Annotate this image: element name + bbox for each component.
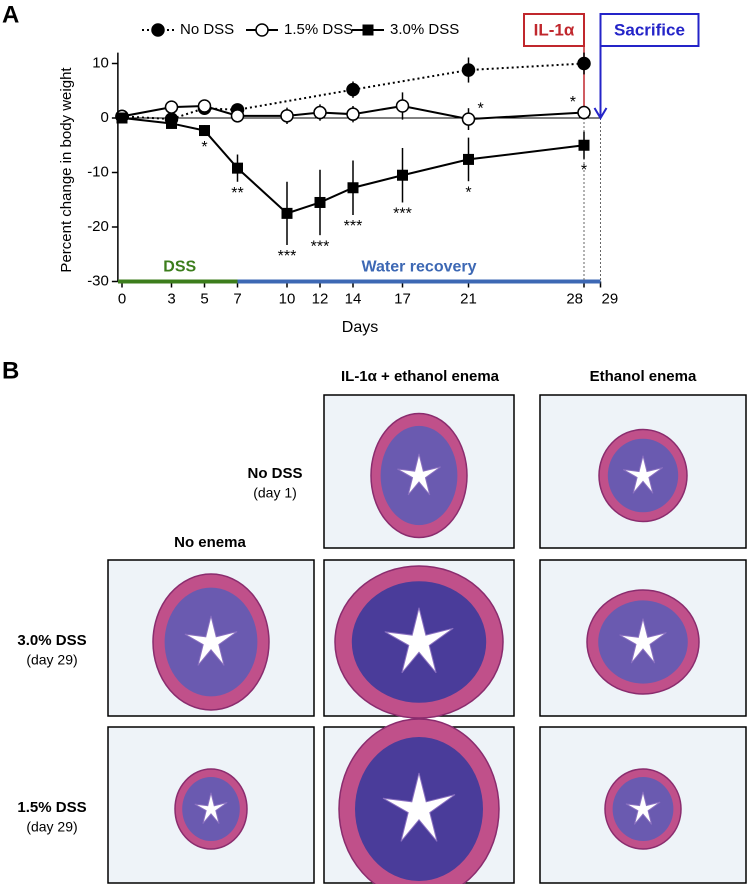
y-axis-label: Percent change in body weight	[58, 67, 75, 273]
legend-marker	[362, 24, 374, 36]
x-tick-label: 3	[167, 290, 175, 307]
y-tick-label: -20	[87, 218, 109, 235]
series: *****************	[116, 112, 590, 265]
event-arrowhead	[593, 107, 608, 120]
series-line	[121, 104, 585, 121]
data-point	[577, 56, 591, 71]
significance-label: *	[570, 94, 576, 111]
series: * *	[115, 92, 591, 130]
y-tick-label: -10	[87, 163, 109, 180]
data-point	[313, 105, 327, 120]
data-point	[397, 169, 408, 181]
row-sublabel: (day 1)	[253, 485, 297, 501]
significance-label: *	[478, 100, 484, 117]
data-point	[395, 99, 410, 113]
x-tick-label: 21	[460, 290, 477, 307]
event-box	[599, 13, 700, 47]
significance-label: ***	[393, 206, 412, 223]
panel-label: A	[2, 1, 19, 28]
data-point	[281, 207, 293, 219]
data-point	[461, 112, 476, 126]
x-tick-label: 17	[394, 290, 411, 307]
data-point	[280, 109, 294, 123]
x-tick-label: 29	[602, 290, 619, 307]
x-tick-label: 12	[312, 290, 329, 307]
x-axis-label: Days	[342, 319, 378, 336]
series-line	[121, 117, 585, 215]
significance-label: **	[231, 185, 243, 202]
row-label: 3.0% DSS	[17, 632, 86, 649]
x-tick-label: 7	[233, 290, 241, 307]
significance-label: *	[465, 184, 471, 201]
x-tick-label: 14	[345, 290, 362, 307]
row-sublabel: (day 29)	[26, 652, 77, 668]
row-label: No DSS	[247, 465, 302, 482]
tissue-lumen	[397, 453, 441, 496]
legend-marker	[255, 23, 269, 37]
data-point	[347, 182, 359, 194]
x-tick-label: 10	[279, 290, 296, 307]
row-label: 1.5% DSS	[17, 799, 86, 816]
legend-label: 1.5% DSS	[284, 21, 353, 38]
tissue-lumen	[382, 772, 456, 842]
event-label: Sacrifice	[614, 20, 685, 39]
data-point	[199, 125, 210, 137]
y-tick-label: 0	[101, 109, 109, 126]
data-point	[461, 63, 476, 77]
data-point	[577, 105, 591, 120]
significance-label: ***	[278, 248, 297, 265]
data-point	[166, 117, 177, 129]
legend-label: No DSS	[180, 21, 234, 38]
significance-label: ***	[344, 218, 363, 235]
legend-label: 3.0% DSS	[390, 21, 459, 38]
y-tick-label: 10	[92, 54, 109, 71]
row-sublabel: (day 29)	[26, 819, 77, 835]
event-box	[523, 13, 585, 47]
tissue-lumen	[619, 618, 667, 664]
tissue-lumen	[184, 615, 238, 666]
tissue-lumen	[622, 455, 664, 494]
x-tick-label: 5	[200, 290, 208, 307]
data-point	[346, 107, 360, 121]
data-point	[197, 99, 212, 113]
significance-label: ***	[311, 238, 330, 255]
legend-marker	[151, 23, 165, 37]
x-tick-label: 28	[566, 290, 583, 307]
significance-label: *	[581, 162, 587, 179]
y-tick-label: -30	[87, 272, 109, 289]
significance-label: *	[201, 139, 207, 156]
data-point	[230, 109, 245, 123]
x-tick-label: 0	[118, 290, 126, 307]
event-label: IL-1α	[534, 20, 575, 39]
panel-label: B	[2, 357, 19, 384]
column-header: IL-1α + ethanol enema	[341, 368, 500, 385]
data-point	[116, 112, 128, 124]
data-point	[463, 153, 474, 165]
data-point	[346, 82, 360, 97]
data-point	[164, 100, 179, 114]
period-label: Water recovery	[361, 259, 476, 276]
column-header: Ethanol enema	[590, 368, 697, 385]
data-point	[314, 196, 326, 208]
data-point	[232, 162, 243, 174]
column-header: No enema	[174, 534, 246, 551]
tissue-lumen	[194, 792, 228, 824]
tissue-lumen	[384, 607, 454, 674]
period-label: DSS	[163, 259, 196, 276]
tissue-lumen	[625, 791, 661, 825]
data-point	[578, 139, 590, 151]
